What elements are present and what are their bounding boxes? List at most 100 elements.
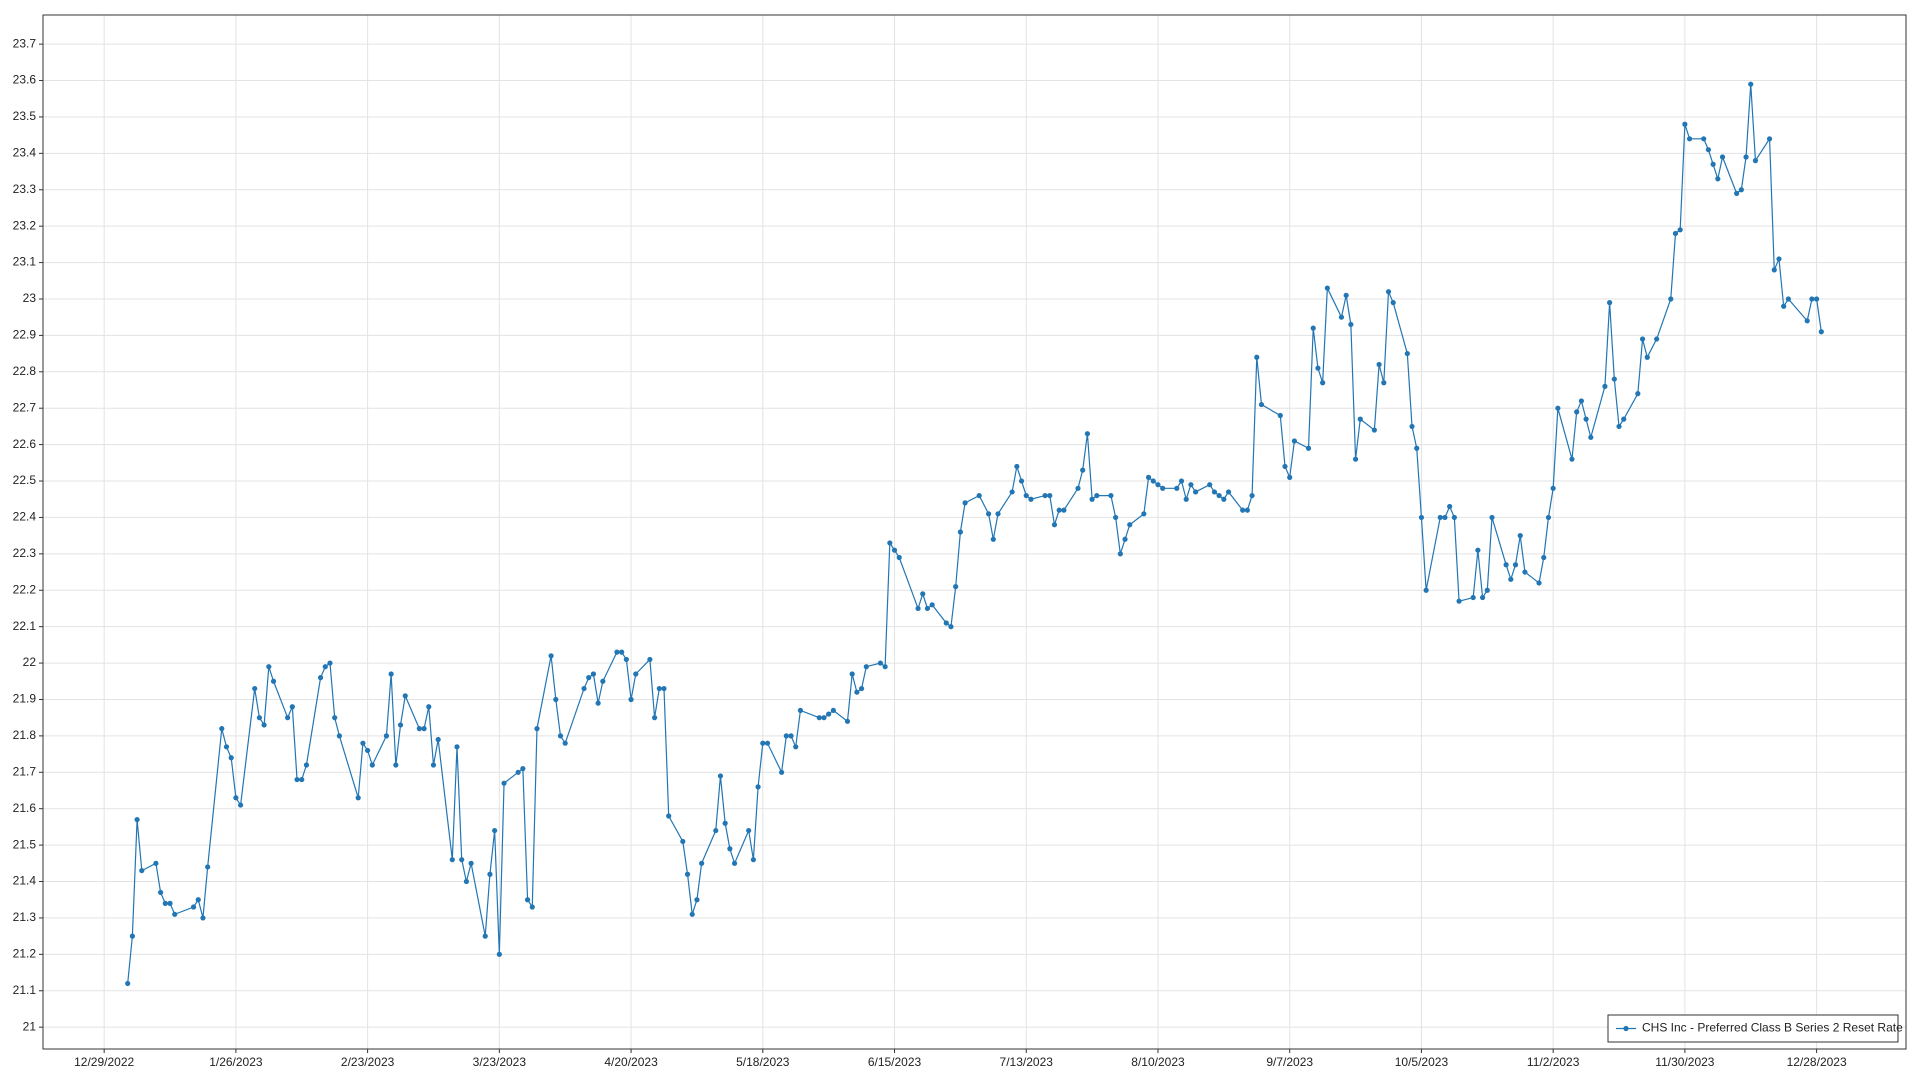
data-point [1254,354,1260,360]
data-point [680,838,686,845]
data-point [746,827,752,834]
data-point [1127,522,1133,528]
data-point [976,492,982,499]
data-point [327,660,333,666]
data-point [1766,136,1773,142]
data-point [666,813,672,819]
data-point [1602,383,1608,389]
data-point [764,740,771,746]
data-point [1574,409,1580,415]
data-point [863,664,869,670]
data-point [365,747,371,754]
data-point [1607,300,1613,306]
data-point [887,540,893,546]
data-point [1668,296,1674,302]
data-point [1315,365,1321,371]
data-point [1155,482,1161,488]
data-point [153,860,159,866]
y-tick-label: 22.6 [13,437,37,451]
x-tick-label: 7/13/2023 [1000,1055,1054,1069]
data-point [1517,533,1523,539]
data-point [369,762,375,768]
data-point [134,817,140,823]
data-point [1249,492,1255,499]
data-point [1456,598,1462,604]
data-point [1376,361,1382,368]
data-point [1310,325,1316,331]
data-point [1117,551,1123,557]
data-point [1338,314,1345,320]
x-tick-label: 4/20/2023 [604,1055,658,1069]
y-tick-label: 22.2 [13,582,37,596]
data-point [355,795,361,801]
data-point [1418,514,1425,521]
data-point [1512,562,1519,568]
data-point [600,678,606,684]
y-tick-label: 23.2 [13,218,37,232]
data-point [289,704,295,710]
data-point [1804,318,1810,324]
x-tick-label: 12/29/2022 [74,1055,134,1069]
data-point [1174,485,1180,491]
data-point [1814,296,1820,302]
data-point [990,536,996,542]
data-point [294,776,300,783]
data-point [1442,514,1448,521]
data-point [416,726,422,732]
data-point [454,744,460,750]
data-point [167,900,173,906]
data-point [1644,354,1650,360]
data-point [1047,492,1053,499]
data-point [317,675,324,681]
y-tick-label: 23 [23,291,37,305]
data-point [651,715,658,721]
x-tick-label: 10/5/2023 [1395,1055,1449,1069]
data-point [332,715,338,721]
data-point [520,766,526,772]
data-point [1343,292,1349,298]
data-point [953,584,959,590]
data-point [877,660,884,666]
y-tick-label: 23.1 [13,255,37,269]
series-line [127,84,1822,984]
data-point [656,685,662,692]
y-tick-label: 23.5 [13,109,37,123]
data-point [1705,147,1712,153]
data-point [1508,576,1514,582]
data-point [1305,445,1312,451]
data-point [1701,136,1707,142]
data-point [1635,391,1641,397]
y-tick-label: 21.7 [13,764,37,778]
data-point [1748,81,1754,87]
data-point [1141,511,1147,517]
x-tick-label: 12/28/2023 [1787,1055,1847,1069]
data-point [1550,485,1556,491]
data-point [924,605,931,612]
data-point [1014,463,1020,470]
data-point [1409,423,1415,430]
x-tick-label: 1/26/2023 [209,1055,263,1069]
y-tick-label: 21.3 [13,910,37,924]
data-point [219,726,225,732]
y-tick-label: 23.7 [13,36,37,50]
data-point [1324,285,1330,291]
data-point [849,671,855,677]
y-tick-label: 22.7 [13,400,37,414]
data-point [891,547,898,553]
x-tick-label: 5/18/2023 [736,1055,790,1069]
y-tick-label: 21.2 [13,947,37,961]
data-point [957,529,963,535]
data-point [162,900,168,906]
data-point [1084,431,1091,437]
data-point [943,620,949,626]
data-point [614,649,620,655]
data-point [1282,463,1288,470]
data-point [482,933,488,939]
data-point [1287,474,1293,480]
y-tick-label: 21.1 [13,983,37,997]
data-point [402,693,408,699]
data-point [590,671,597,677]
data-point [388,671,394,677]
legend-swatch-marker [1623,1025,1629,1032]
data-point [266,664,272,670]
